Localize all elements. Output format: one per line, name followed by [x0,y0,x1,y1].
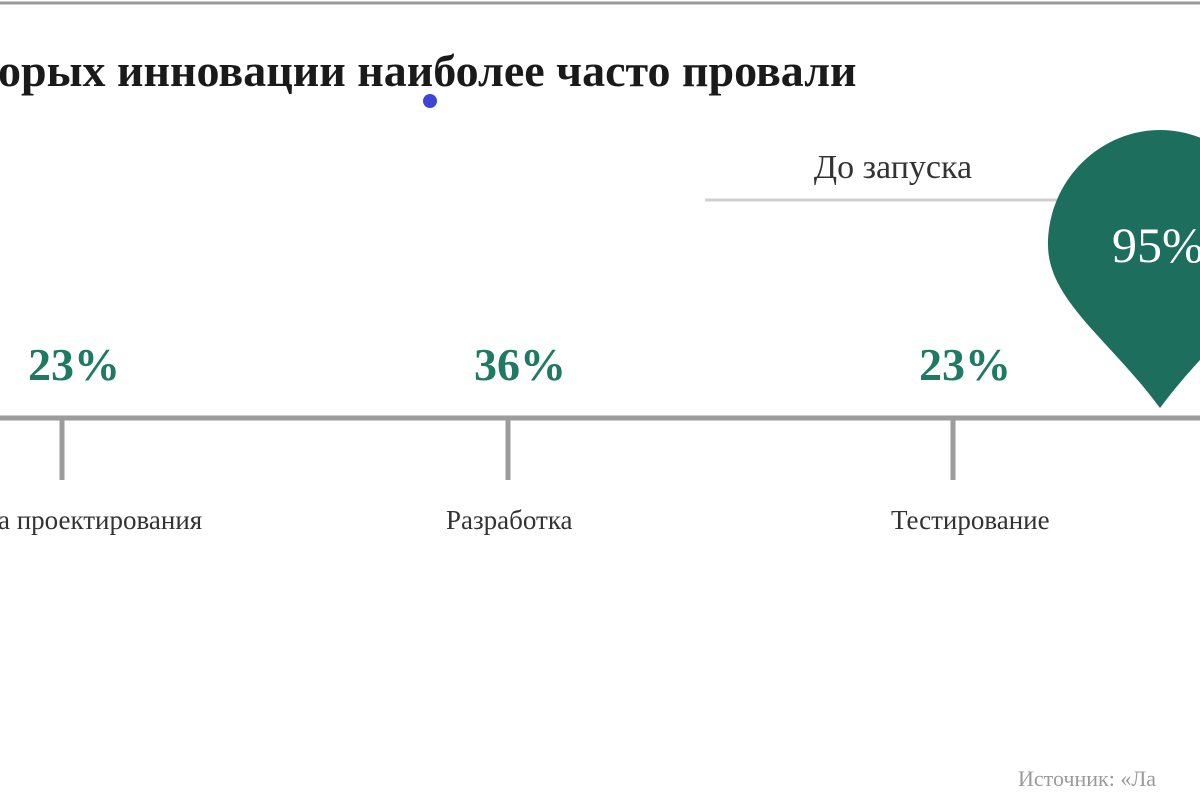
pin [1048,130,1200,408]
stage-label: Разработка [446,505,573,535]
cursor-dot [423,94,437,108]
title: орых инновации наиболее часто провали [0,45,857,96]
stages: 23% а проектирования 36% Разработка 23% Тести… [0,339,1050,535]
group-label: До запуска [814,149,972,186]
stage-percent: 23% [919,339,1011,390]
stage-label: Тестирование [891,505,1050,535]
source: Источник: «Ла [1018,766,1156,791]
stage-label: а проектирования [0,505,202,535]
stage-percent: 36% [474,339,566,390]
pin-label: 95% [1112,217,1200,273]
stage-percent: 23% [28,339,120,390]
